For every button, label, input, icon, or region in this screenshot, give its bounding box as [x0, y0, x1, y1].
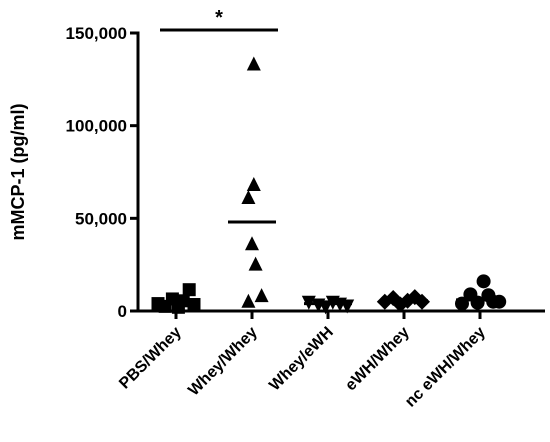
x-category-label: Whey/eWH [266, 324, 336, 394]
significance-annotation: * [160, 7, 278, 32]
x-category-label: nc eWH/Whey [402, 324, 489, 411]
y-tick-label: 150,000 [66, 24, 127, 43]
data-point-triangle-up [246, 56, 261, 71]
y-tick-label: 50,000 [75, 209, 127, 228]
y-axis-title: mMCP-1 (pg/ml) [8, 103, 28, 240]
median-lines [152, 220, 504, 306]
data-point-triangle-up [245, 236, 259, 251]
data-point-circle [476, 274, 491, 289]
data-point-triangle-up [241, 189, 256, 204]
data-point-triangle-up [254, 288, 269, 303]
data-point-triangle-up [246, 176, 261, 191]
y-axis: 0 50,000 100,000 150,000 [66, 24, 140, 321]
x-category-label: Whey/Whey [185, 324, 261, 400]
y-tick-label: 100,000 [66, 117, 127, 136]
data-point-square [182, 283, 196, 297]
data-point-triangle-up [241, 293, 256, 308]
y-tick-label: 0 [118, 302, 127, 321]
x-category-label: PBS/Whey [116, 324, 185, 393]
data-points [151, 56, 507, 315]
x-category-label: eWH/Whey [342, 324, 413, 395]
data-point-circle [492, 294, 507, 309]
data-point-triangle-up [248, 256, 263, 271]
significance-star: * [215, 7, 223, 29]
